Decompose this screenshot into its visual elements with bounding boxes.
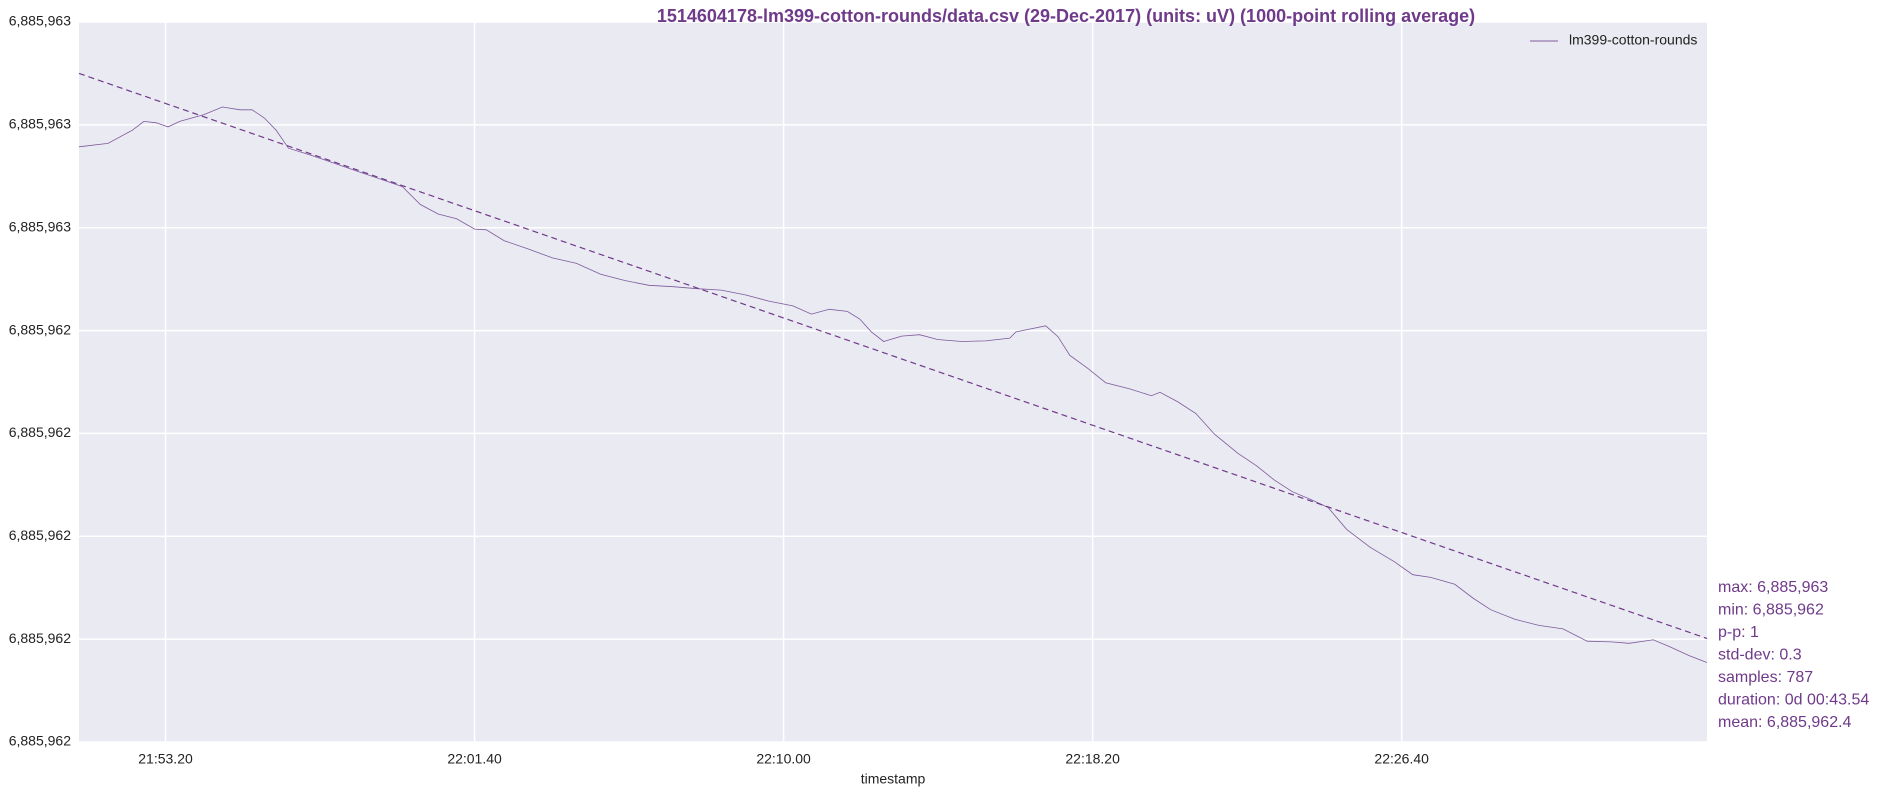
stat-text: std-dev: 0.3 bbox=[1718, 647, 1802, 664]
legend-label: lm399-cotton-rounds bbox=[1569, 32, 1697, 48]
x-tick-label: 22:10.00 bbox=[756, 751, 811, 767]
stat-text: max: 6,885,963 bbox=[1718, 579, 1828, 596]
plot-area bbox=[79, 22, 1707, 742]
y-tick-label: 6,885,963 bbox=[9, 13, 71, 29]
y-tick-label: 6,885,963 bbox=[9, 116, 71, 132]
y-tick-label: 6,885,962 bbox=[9, 424, 71, 440]
y-tick-label: 6,885,962 bbox=[9, 527, 71, 543]
stat-text: p-p: 1 bbox=[1718, 624, 1759, 641]
stat-text: mean: 6,885,962.4 bbox=[1718, 714, 1852, 731]
x-tick-label: 22:26.40 bbox=[1374, 751, 1429, 767]
x-tick-label: 22:01.40 bbox=[447, 751, 502, 767]
x-axis-label: timestamp bbox=[861, 771, 926, 787]
chart-title: 1514604178-lm399-cotton-rounds/data.csv … bbox=[657, 6, 1475, 26]
stat-text: min: 6,885,962 bbox=[1718, 602, 1824, 619]
y-tick-label: 6,885,962 bbox=[9, 733, 71, 749]
y-tick-label: 6,885,963 bbox=[9, 218, 71, 234]
x-tick-label: 21:53.20 bbox=[138, 751, 193, 767]
y-tick-label: 6,885,962 bbox=[9, 630, 71, 646]
x-tick-label: 22:18.20 bbox=[1065, 751, 1120, 767]
data-line bbox=[78, 106, 1708, 663]
y-tick-label: 6,885,962 bbox=[9, 321, 71, 337]
stat-text: samples: 787 bbox=[1718, 669, 1813, 686]
stat-text: duration: 0d 00:43.54 bbox=[1718, 692, 1869, 709]
trend-line bbox=[78, 72, 1708, 640]
